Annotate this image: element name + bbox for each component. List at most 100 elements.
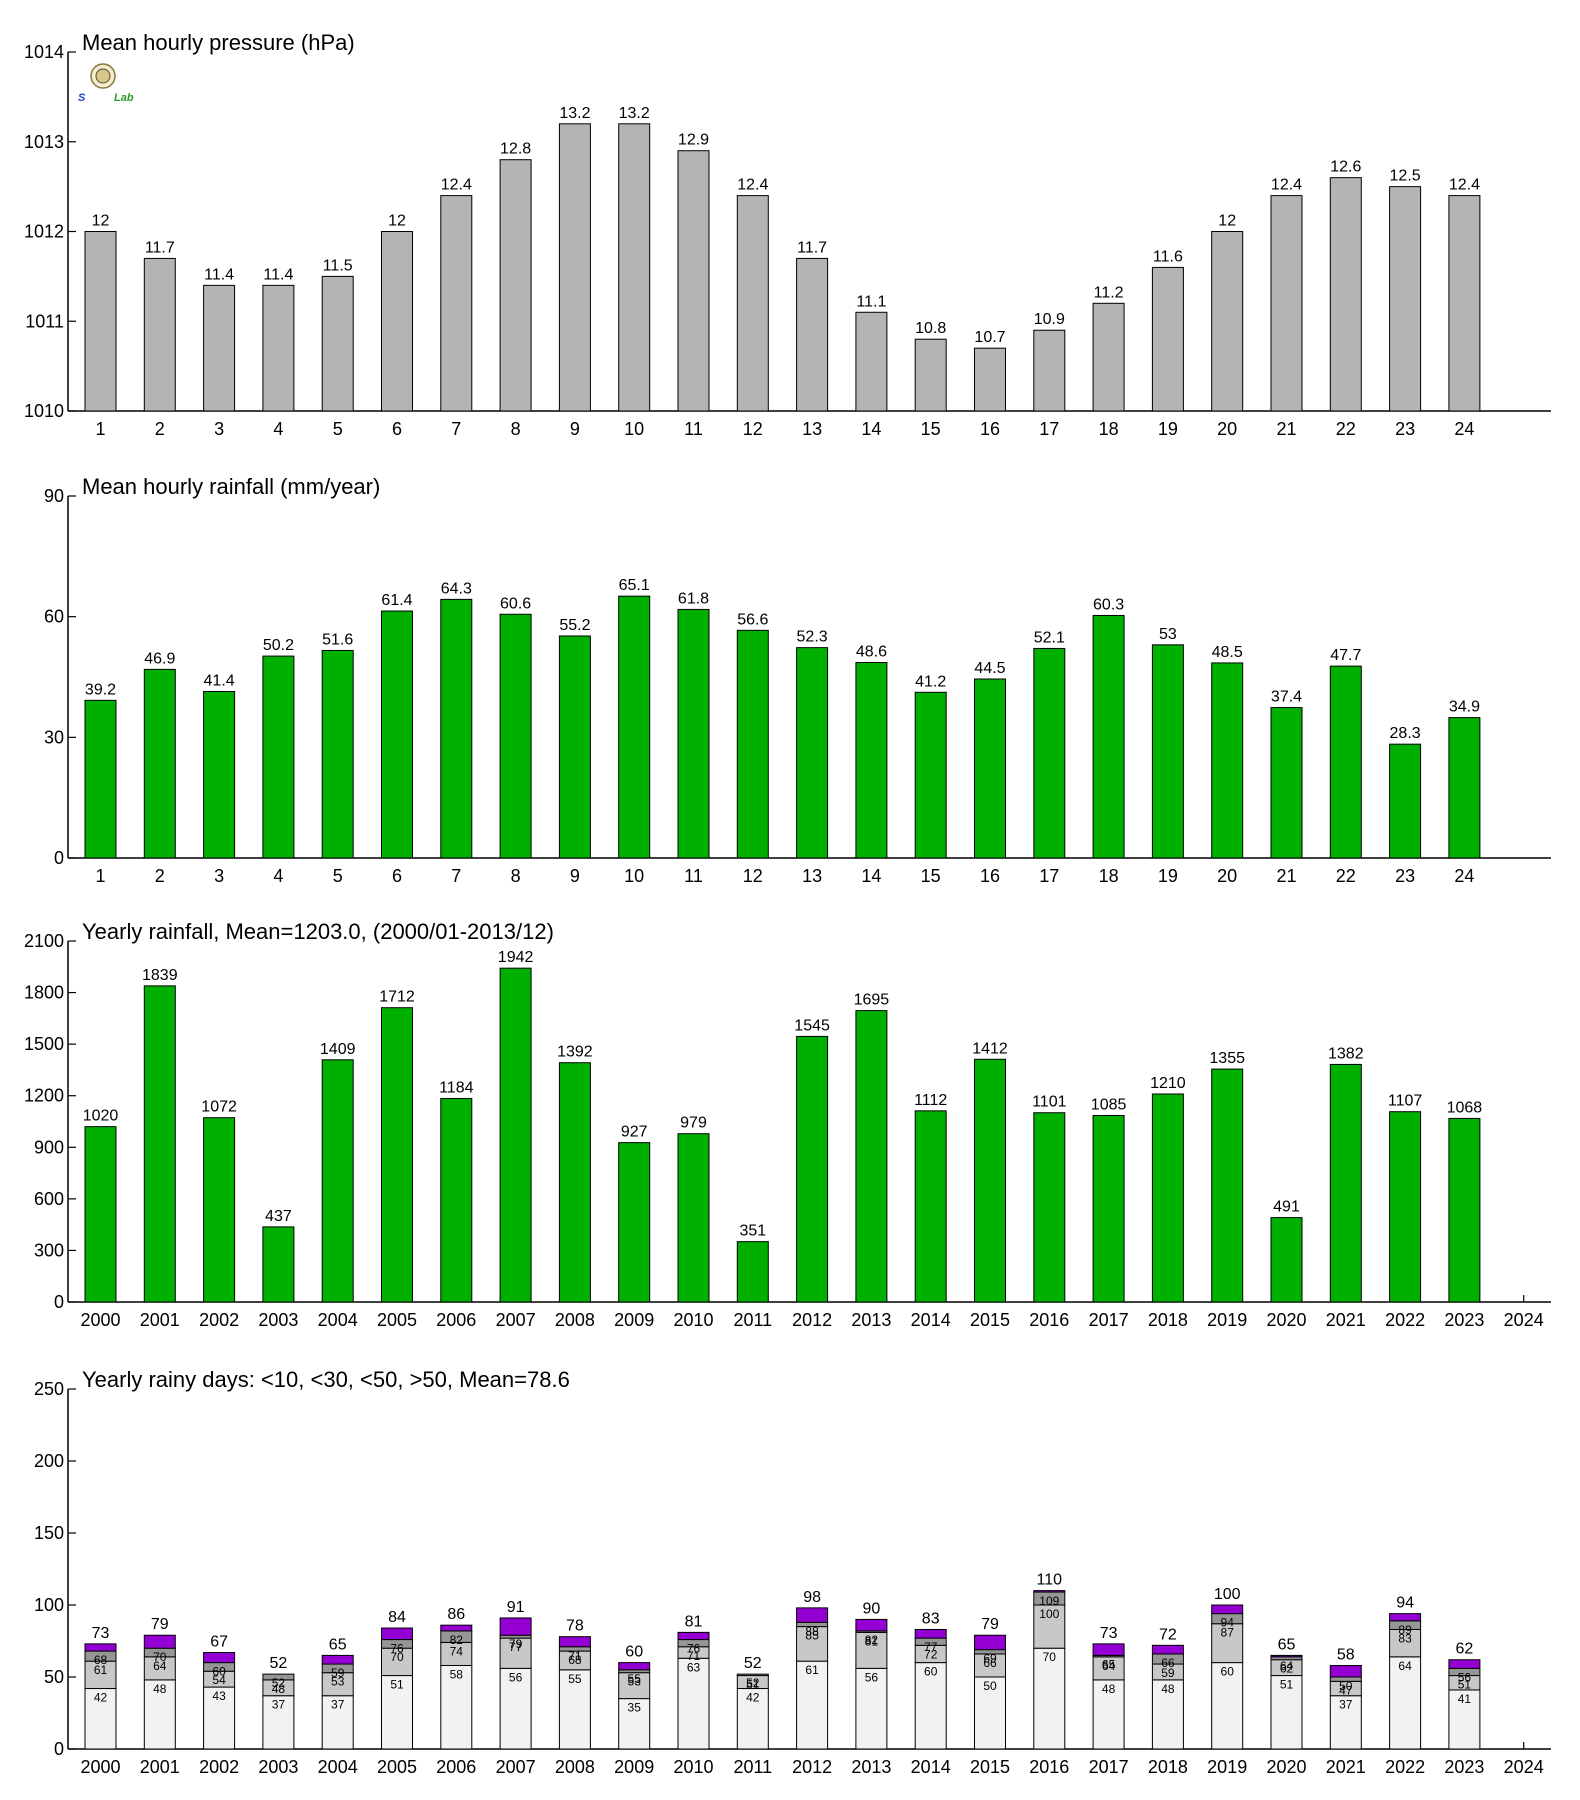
segment-label: 37 — [331, 1698, 345, 1712]
x-tick-label: 24 — [1454, 866, 1474, 886]
x-tick-label: 15 — [921, 419, 941, 439]
y-tick-label: 60 — [44, 607, 64, 627]
stacked-segment — [84, 1688, 117, 1750]
bar — [1033, 329, 1066, 412]
segment-label: 51 — [1280, 1678, 1294, 1692]
x-tick-label: 2023 — [1444, 1310, 1484, 1330]
x-tick-label: 2007 — [496, 1757, 536, 1777]
x-tick-label: 2000 — [80, 1310, 120, 1330]
bar — [440, 195, 473, 412]
x-tick-label: 10 — [624, 419, 644, 439]
segment-label: 69 — [983, 1652, 997, 1666]
segment-label: 56 — [1458, 1670, 1472, 1684]
bar-value-label: 491 — [1273, 1199, 1300, 1216]
segment-label: 48 — [1102, 1682, 1116, 1696]
bar — [558, 123, 591, 412]
segment-label: 41 — [1458, 1692, 1472, 1706]
bar — [84, 699, 117, 859]
segment-label: 77 — [509, 1640, 523, 1654]
x-tick-label: 10 — [624, 866, 644, 886]
x-tick-label: 12 — [743, 419, 763, 439]
bar-value-label: 1409 — [320, 1041, 356, 1058]
x-tick-label: 9 — [570, 866, 580, 886]
x-tick-label: 19 — [1158, 866, 1178, 886]
y-tick-label: 300 — [34, 1240, 64, 1260]
logo-text-right: Lab — [114, 92, 134, 104]
bar-value-label: 61.4 — [381, 592, 412, 609]
y-tick-label: 0 — [54, 848, 64, 868]
x-tick-label: 21 — [1276, 866, 1296, 886]
y-tick-label: 90 — [44, 486, 64, 506]
bar-value-label: 979 — [680, 1115, 707, 1132]
bar — [1092, 1114, 1125, 1303]
bar-value-label: 1712 — [379, 989, 415, 1006]
bar — [1211, 1068, 1244, 1303]
x-tick-label: 22 — [1336, 419, 1356, 439]
bar — [203, 690, 236, 859]
stacked-segment — [1033, 1647, 1066, 1750]
bar — [677, 150, 710, 412]
bar-value-label: 11.6 — [1153, 248, 1183, 265]
bar — [618, 595, 651, 859]
total-days-label: 91 — [507, 1599, 525, 1616]
segment-label: 66 — [983, 1656, 997, 1670]
segment-label: 94 — [1221, 1616, 1235, 1630]
bar — [1389, 186, 1422, 412]
total-days-label: 65 — [1278, 1636, 1296, 1653]
total-days-label: 98 — [803, 1589, 821, 1606]
bar — [677, 1133, 710, 1303]
bar — [499, 967, 532, 1303]
total-days-label: 78 — [566, 1618, 584, 1635]
x-tick-label: 8 — [511, 419, 521, 439]
x-tick-label: 15 — [921, 866, 941, 886]
bar-value-label: 1210 — [1150, 1075, 1186, 1092]
segment-label: 77 — [924, 1640, 938, 1654]
bar — [1211, 662, 1244, 859]
stacked-segment — [1033, 1590, 1066, 1593]
stacked-segment — [558, 1669, 591, 1750]
x-tick-label: 2003 — [258, 1757, 298, 1777]
bar — [143, 257, 176, 412]
stacked-segment — [677, 1631, 710, 1641]
bar-value-label: 52.3 — [797, 629, 828, 646]
bar-value-label: 927 — [621, 1124, 648, 1141]
bar-value-label: 13.2 — [559, 105, 590, 122]
bar-value-label: 48.6 — [856, 644, 887, 661]
x-tick-label: 1 — [95, 419, 105, 439]
x-tick-label: 12 — [743, 866, 763, 886]
bar-value-label: 13.2 — [619, 105, 650, 122]
segment-label: 109 — [1039, 1594, 1059, 1608]
stacked-segment — [618, 1672, 651, 1700]
segment-label: 89 — [1398, 1623, 1412, 1637]
segment-label: 53 — [628, 1675, 642, 1689]
bar-value-label: 1839 — [142, 967, 178, 984]
segment-label: 42 — [746, 1691, 760, 1705]
stacked-segment — [262, 1673, 295, 1681]
bar-value-label: 12.6 — [1330, 159, 1361, 176]
bar-value-label: 1695 — [854, 992, 890, 1009]
segment-label: 55 — [628, 1672, 642, 1686]
bar — [618, 123, 651, 412]
x-tick-label: 2008 — [555, 1757, 595, 1777]
y-tick-label: 1012 — [24, 222, 64, 242]
segment-label: 37 — [1339, 1698, 1353, 1712]
chart-title: Yearly rainfall, Mean=1203.0, (2000/01-2… — [82, 919, 554, 944]
segment-label: 48 — [272, 1682, 286, 1696]
stacked-segment — [499, 1637, 532, 1669]
bar — [1151, 644, 1184, 859]
x-tick-label: 4 — [273, 866, 283, 886]
x-tick-label: 3 — [214, 419, 224, 439]
bar — [143, 668, 176, 859]
x-tick-label: 22 — [1336, 866, 1356, 886]
segment-label: 64 — [153, 1659, 167, 1673]
segment-label: 56 — [865, 1670, 879, 1684]
bar-value-label: 65.1 — [619, 577, 650, 594]
x-tick-label: 2016 — [1029, 1757, 1069, 1777]
bar-value-label: 52.1 — [1034, 629, 1065, 646]
total-days-label: 84 — [388, 1609, 406, 1626]
x-tick-label: 2001 — [140, 1310, 180, 1330]
segment-label: 42 — [94, 1691, 108, 1705]
x-tick-label: 2014 — [911, 1310, 951, 1330]
